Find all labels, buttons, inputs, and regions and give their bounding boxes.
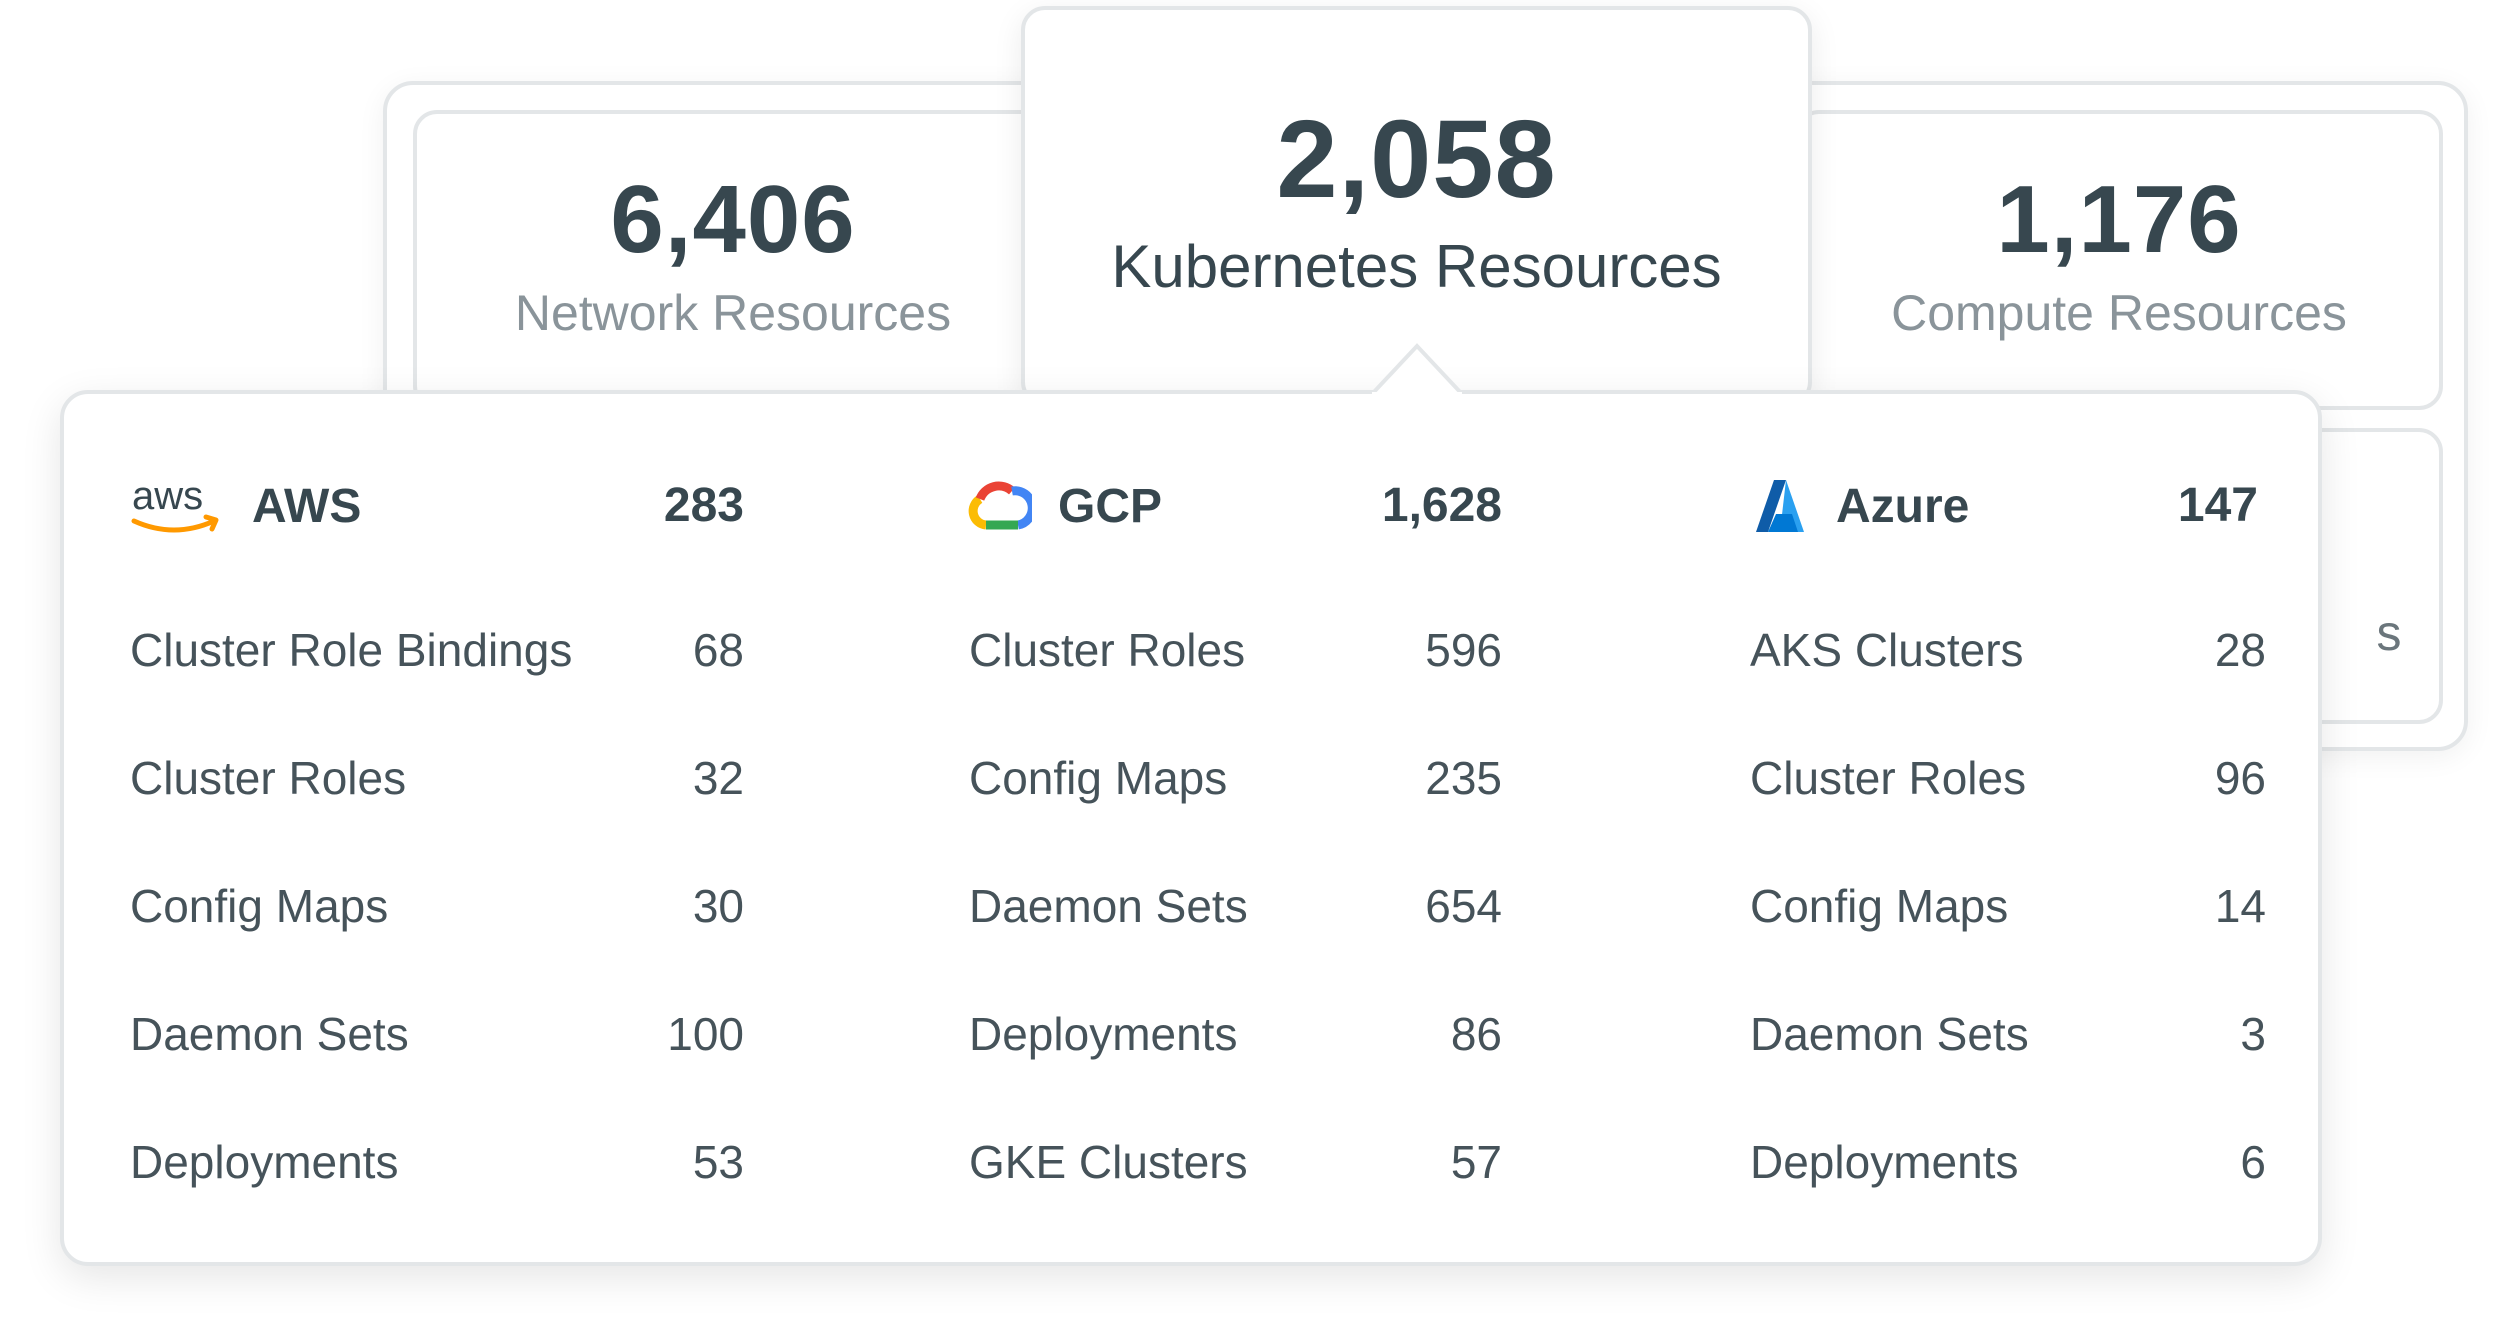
azure-item-value: 3	[2240, 1008, 2266, 1060]
azure-item-value: 6	[2240, 1136, 2266, 1188]
gcp-item-value: 596	[1425, 624, 1502, 676]
provider-total-azure: 147	[2177, 479, 2258, 532]
network-resources-label: Network Resources	[514, 285, 952, 341]
aws-item-value: 30	[692, 880, 744, 932]
aws-item-label: Config Maps	[130, 880, 389, 932]
provider-name-gcp: GCP	[1058, 479, 1163, 533]
provider-header-aws: aws AWS	[128, 466, 361, 546]
aws-item-label: Cluster Roles	[130, 752, 407, 804]
compute-resources-count: 1,176	[1996, 166, 2242, 273]
network-resources-card[interactable]: 6,406 Network Resources	[413, 110, 1053, 410]
aws-item-label: Cluster Role Bindings	[130, 624, 573, 676]
gcp-item-value: 86	[1450, 1008, 1502, 1060]
azure-item-label: Cluster Roles	[1750, 752, 2027, 804]
kubernetes-resources-label: Kubernetes Resources	[1111, 233, 1722, 300]
provider-header-gcp: GCP	[968, 466, 1162, 546]
gcp-logo-icon	[968, 481, 1032, 530]
azure-item-label: Daemon Sets	[1750, 1008, 2029, 1060]
aws-item-value: 32	[692, 752, 744, 804]
aws-item-label: Daemon Sets	[130, 1008, 409, 1060]
popover-pointer-icon	[1372, 343, 1462, 396]
aws-item-value: 68	[692, 624, 744, 676]
kubernetes-resources-card[interactable]: 2,058 Kubernetes Resources	[1021, 6, 1812, 406]
provider-total-aws: 283	[663, 479, 744, 532]
compute-resources-card[interactable]: 1,176 Compute Resources	[1795, 110, 2443, 410]
gcp-item-value: 57	[1450, 1136, 1502, 1188]
gcp-item-label: Config Maps	[969, 752, 1228, 804]
azure-item-value: 96	[2214, 752, 2266, 804]
provider-name-azure: Azure	[1836, 479, 1970, 533]
azure-item-label: Config Maps	[1750, 880, 2009, 932]
compute-resources-label: Compute Resources	[1891, 285, 2347, 341]
gcp-item-label: Daemon Sets	[969, 880, 1248, 932]
provider-total-gcp: 1,628	[1381, 479, 1502, 532]
gcp-item-value: 235	[1425, 752, 1502, 804]
aws-item-label: Deployments	[130, 1136, 399, 1188]
azure-item-value: 14	[2214, 880, 2266, 932]
aws-item-value: 53	[692, 1136, 744, 1188]
azure-item-value: 28	[2214, 624, 2266, 676]
svg-text:aws: aws	[132, 474, 203, 518]
azure-item-label: Deployments	[1750, 1136, 2019, 1188]
partially-hidden-card-label: s	[2376, 605, 2402, 661]
kubernetes-breakdown-popover: aws AWS 283 Cluster Role Bindings 68 Clu…	[60, 390, 2322, 1266]
gcp-item-value: 654	[1425, 880, 1502, 932]
azure-item-label: AKS Clusters	[1750, 624, 2024, 676]
gcp-item-label: GKE Clusters	[969, 1136, 1248, 1188]
gcp-item-label: Deployments	[969, 1008, 1238, 1060]
provider-name-aws: AWS	[252, 479, 362, 533]
aws-item-value: 100	[667, 1008, 744, 1060]
aws-logo-icon: aws	[131, 474, 219, 533]
provider-header-azure: Azure	[1754, 466, 1969, 546]
kubernetes-resources-count: 2,058	[1276, 98, 1557, 221]
network-resources-count: 6,406	[610, 166, 856, 273]
gcp-item-label: Cluster Roles	[969, 624, 1246, 676]
azure-logo-icon	[1756, 480, 1804, 532]
